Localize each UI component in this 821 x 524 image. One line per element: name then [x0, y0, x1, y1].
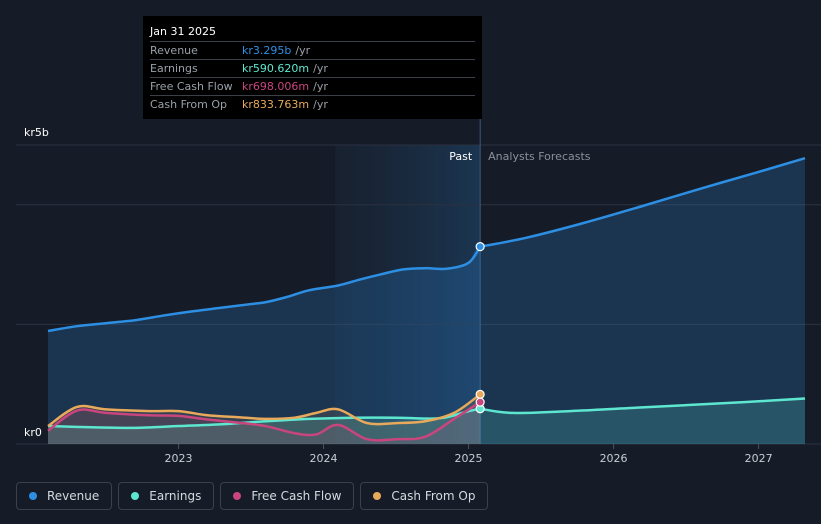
legend-dot-icon: [233, 492, 242, 500]
legend-label: Earnings: [149, 489, 202, 503]
x-tick-label: 2027: [745, 452, 773, 465]
legend-label: Cash From Op: [391, 489, 476, 503]
tooltip-markers: [475, 242, 485, 414]
revenue-past-line: [47, 245, 482, 333]
series-lines: [47, 156, 806, 442]
gridlines: [16, 119, 821, 445]
tooltip-row-cash-from-op: Cash From Op kr833.763m /yr: [150, 95, 475, 113]
y-axis-top-label: kr5b: [24, 126, 49, 139]
tooltip-unit: /yr: [313, 62, 328, 75]
free-cash-flow-marker: [475, 397, 485, 407]
tooltip-row-free-cash-flow: Free Cash Flow kr698.006m /yr: [150, 77, 475, 95]
free-cash-flow-area: [48, 402, 481, 444]
past-highlight-region: [335, 145, 481, 444]
tooltip-value: kr833.763m: [242, 98, 310, 111]
legend-dot-icon: [373, 492, 382, 500]
legend-item-cash-from-op[interactable]: Cash From Op: [360, 482, 489, 510]
axis-labels: kr5b kr0 Past Analysts Forecasts 2023 2024 202…: [24, 126, 773, 465]
legend-item-earnings[interactable]: Earnings: [118, 482, 215, 510]
tooltip-label: Free Cash Flow: [150, 80, 233, 93]
tooltip-label: Revenue: [150, 44, 198, 57]
past-label: Past: [449, 150, 473, 163]
tooltip-date: Jan 31 2025: [150, 25, 216, 38]
x-tick-label: 2023: [165, 452, 193, 465]
tooltip-unit: /yr: [295, 44, 311, 57]
tooltip-value: kr590.620m: [242, 62, 310, 75]
revenue-forecast-line: [479, 156, 806, 248]
legend-label: Revenue: [47, 489, 100, 503]
legend: Revenue Earnings Free Cash Flow Cash Fro…: [16, 482, 489, 510]
legend-label: Free Cash Flow: [251, 489, 342, 503]
tooltip-row-revenue: Revenue kr3.295b /yr: [150, 41, 475, 59]
legend-item-free-cash-flow[interactable]: Free Cash Flow: [220, 482, 355, 510]
chart: kr5b kr0 Past Analysts Forecasts 2023 2024 202…: [16, 119, 821, 465]
legend-dot-icon: [29, 492, 37, 500]
tooltip-value: kr698.006m: [242, 80, 310, 93]
cash-from-op-past-line: [47, 393, 481, 428]
forecast-label: Analysts Forecasts: [488, 150, 591, 163]
free-cash-flow-past-line: [47, 401, 481, 442]
tooltip-unit: /yr: [313, 98, 328, 111]
x-tick-label: 2024: [310, 452, 338, 465]
tooltip-label: Cash From Op: [150, 98, 228, 111]
x-tick-label: 2025: [455, 452, 483, 465]
y-axis-bottom-label: kr0: [24, 426, 42, 439]
tooltip-unit: /yr: [313, 80, 328, 93]
legend-dot-icon: [131, 492, 140, 500]
revenue-area: [48, 158, 805, 444]
revenue-marker: [475, 242, 485, 252]
earnings-forecast-line: [479, 397, 806, 415]
tooltip-row-earnings: Earnings kr590.620m /yr: [150, 59, 475, 77]
tooltip-label: Earnings: [150, 62, 198, 75]
legend-item-revenue[interactable]: Revenue: [16, 482, 113, 510]
x-tick-label: 2026: [600, 452, 628, 465]
tooltip: Jan 31 2025 Revenue kr3.295b /yr Earning…: [143, 16, 482, 119]
cash-from-op-marker: [475, 389, 485, 399]
tooltip-value: kr3.295b: [242, 44, 292, 57]
